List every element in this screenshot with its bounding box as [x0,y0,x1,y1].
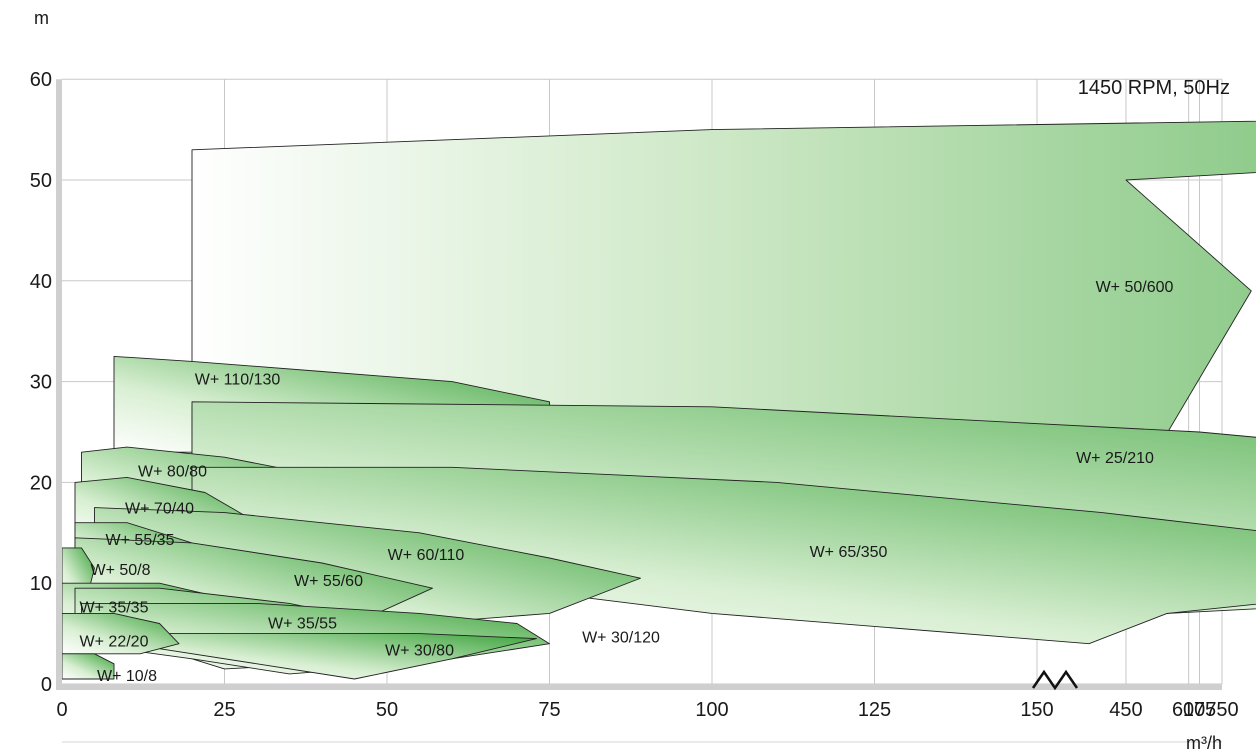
x-tick-label: 50 [376,699,398,721]
speed-note: 1450 RPM, 50Hz [1078,77,1230,99]
x-tick-label: 600 [1172,699,1205,721]
series-label: W+ 50/8 [90,562,150,579]
series-label: W+ 70/40 [125,501,194,518]
series-label: W+ 55/35 [106,532,175,549]
series-label: W+ 50/600 [1096,279,1174,296]
x-tick-label: 75 [538,699,560,721]
series-label: W+ 110/130 [195,372,281,389]
y-tick-label: 0 [41,674,52,696]
x-tick-label: 25 [213,699,235,721]
axes [56,79,1222,743]
series-label: W+ 30/120 [582,630,660,647]
y-tick-label: 20 [30,472,52,494]
x-axis-bar [56,684,1222,690]
axis-break-mark [1031,669,1079,691]
pump-ranges [61,120,1256,680]
series-label: W+ 25/210 [1076,450,1154,467]
series-label: W+ 22/20 [80,634,149,651]
y-tick-label: 50 [30,170,52,192]
y-axis-unit: m [34,8,49,28]
x-tick-label: 100 [695,699,728,721]
series-labels: W+ 50/600 W+ 110/130 W+ 25/210 W+ 80/80 W+ 6… [80,279,1174,685]
tick-labels: 0102030405060025507510012515017520022525… [30,69,1239,721]
x-tick-label: 450 [1109,699,1142,721]
x-tick-label: 0 [56,699,67,721]
y-tick-label: 40 [30,271,52,293]
series-label: W+ 60/110 [388,547,465,564]
x-tick-label: 150 [1020,699,1053,721]
series-label: W+ 30/80 [385,643,454,660]
series-label: W+ 80/80 [138,463,207,480]
x-tick-label: 125 [858,699,891,721]
y-tick-label: 30 [30,372,52,394]
series-label: W+ 35/55 [268,616,337,633]
x-axis-unit: m³/h [1186,733,1222,753]
area-w-30-80 [159,633,537,680]
x-tick-label: 750 [1205,699,1238,721]
series-label: W+ 65/350 [810,544,888,561]
y-tick-label: 60 [30,69,52,91]
y-tick-label: 10 [30,573,52,595]
series-label: W+ 55/60 [294,573,363,590]
series-label: W+ 10/8 [97,668,157,685]
x-tick-label: 175 [1183,699,1216,721]
series-label: W+ 35/35 [80,599,149,616]
y-axis-bar [56,79,62,686]
